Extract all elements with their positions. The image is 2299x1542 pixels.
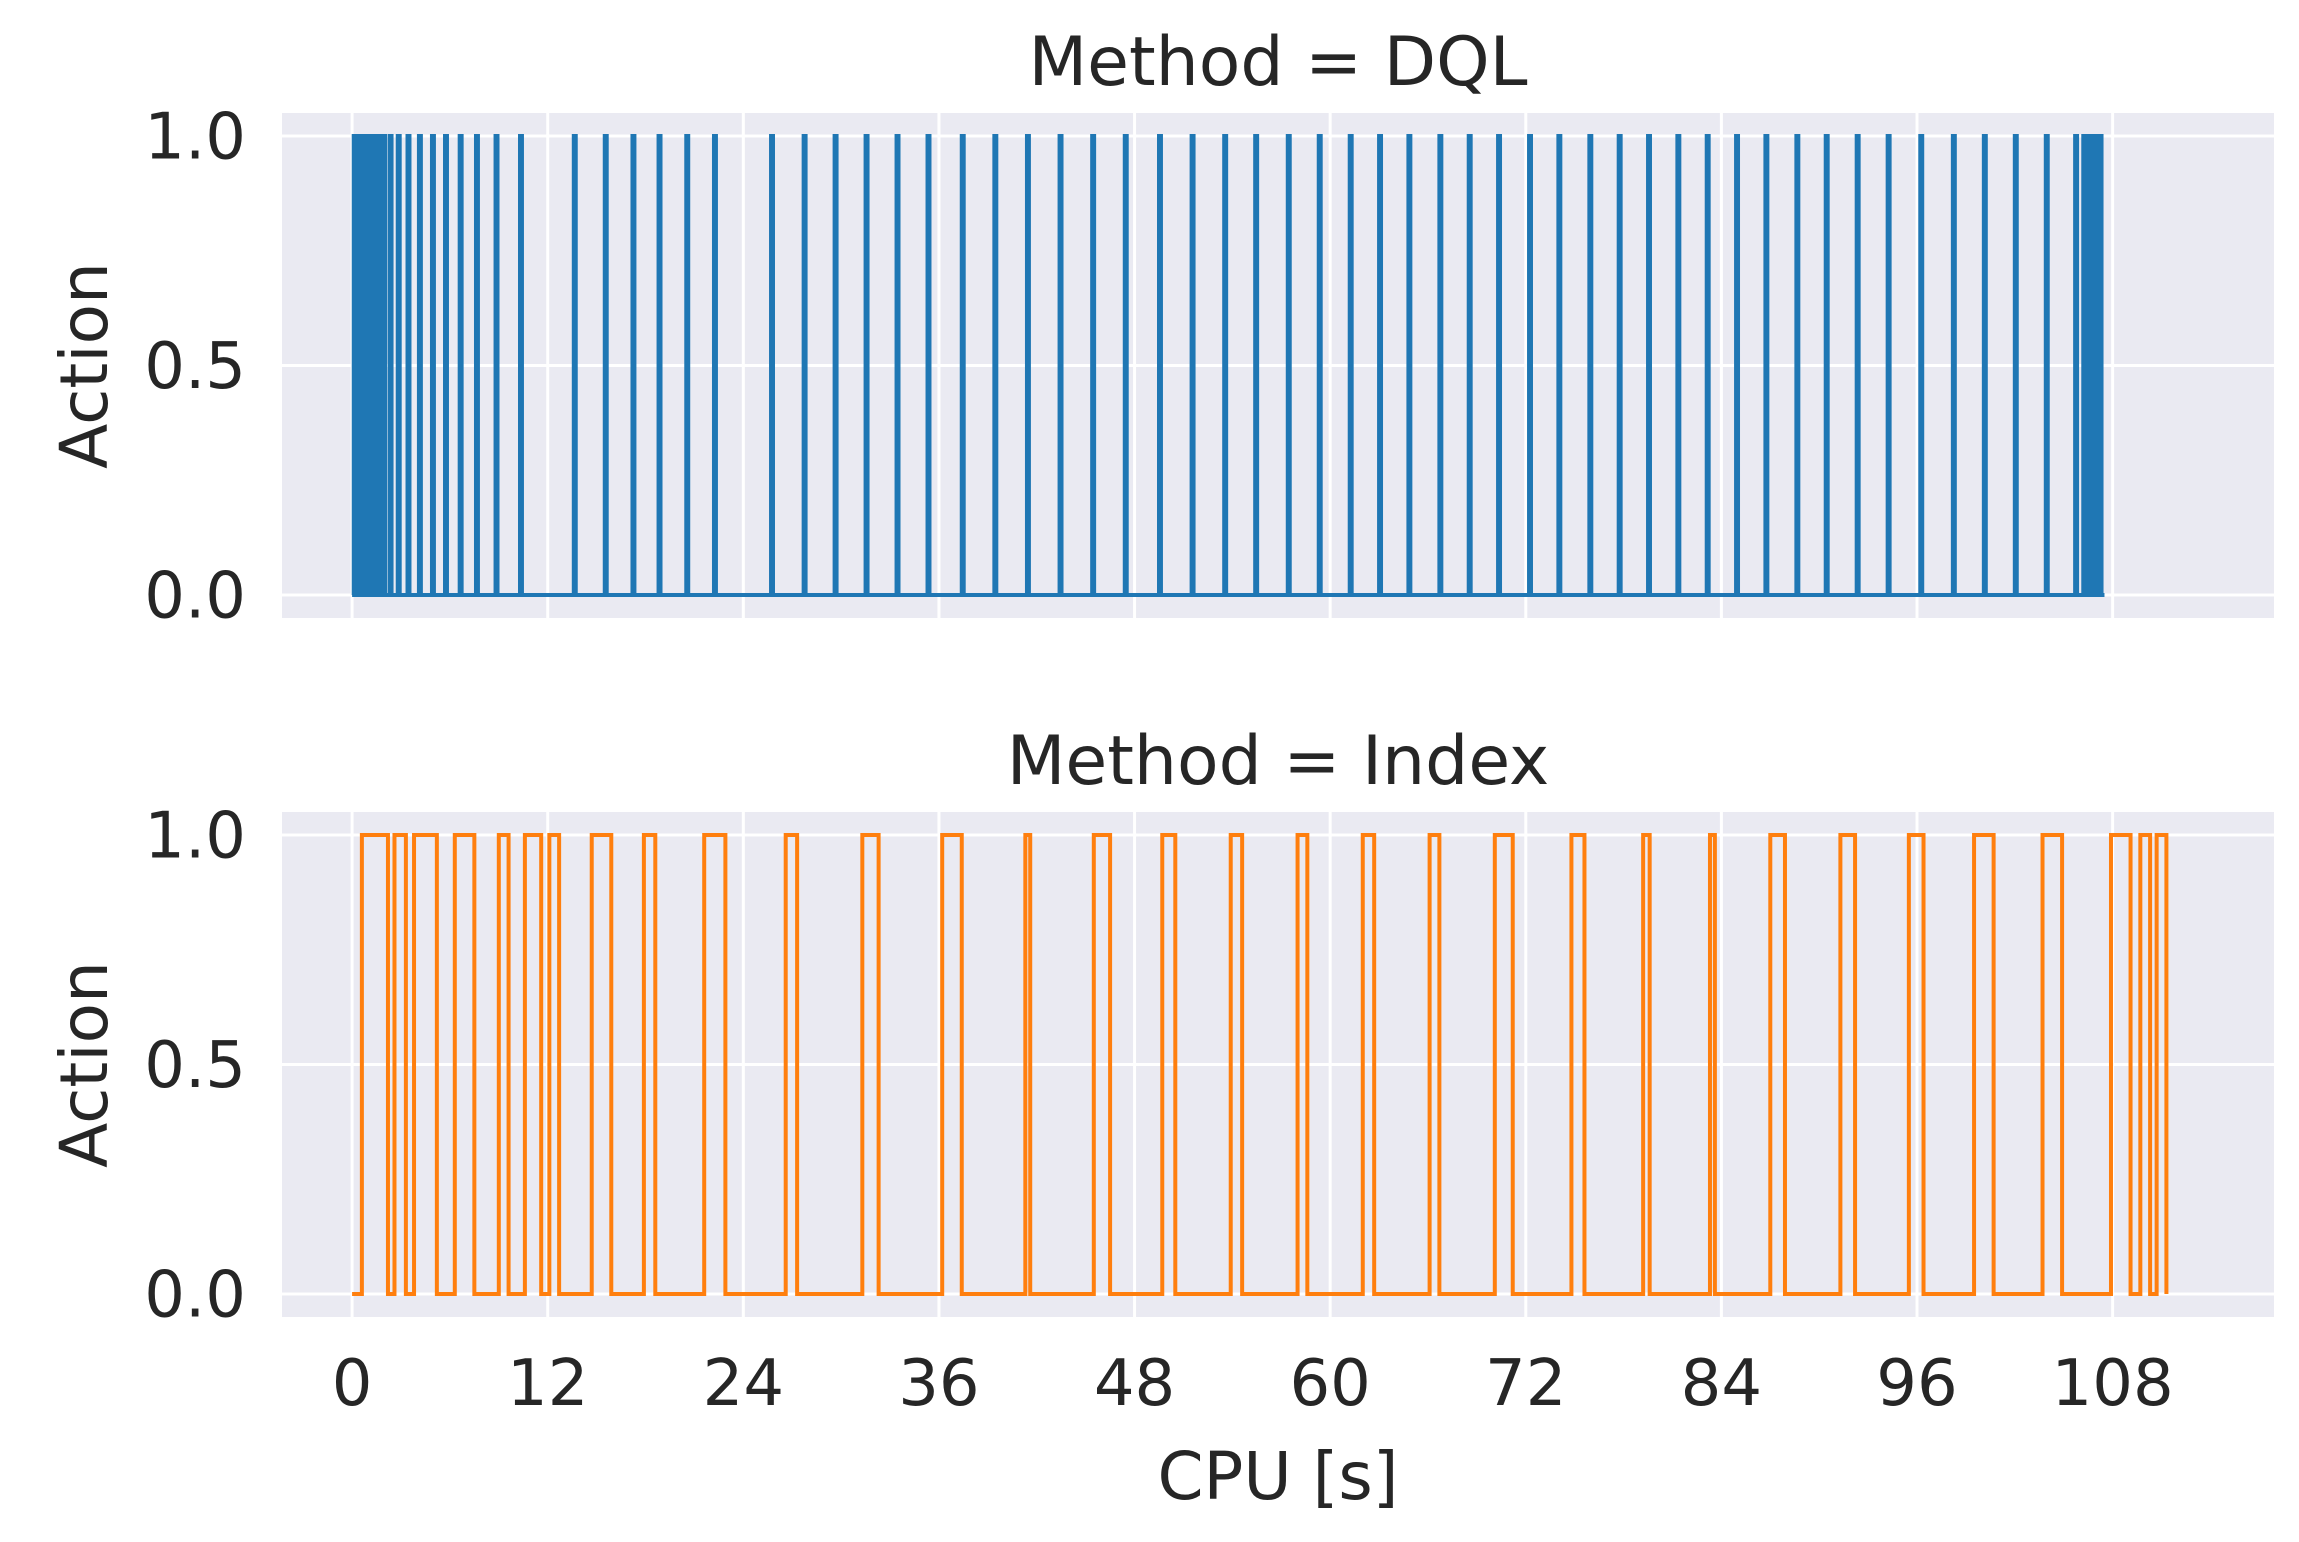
- y-tick-labels: 0.0 0.5 1.0: [144, 799, 246, 1332]
- y-tick-label: 1.0: [144, 100, 246, 174]
- action-series-line: [351, 133, 2105, 598]
- x-tick-label: 0: [332, 1347, 373, 1421]
- x-tick-label: 108: [2052, 1347, 2174, 1421]
- x-tick-label: 12: [507, 1347, 588, 1421]
- x-tick-label: 84: [1681, 1347, 1762, 1421]
- y-tick-label: 0.5: [144, 1029, 246, 1103]
- y-tick-label: 1.0: [144, 799, 246, 873]
- y-tick-labels: 0.0 0.5 1.0: [144, 100, 246, 633]
- x-axis-label: CPU [s]: [1157, 1438, 1398, 1515]
- y-axis-label: Action: [46, 961, 123, 1168]
- subplot-title: Method = DQL: [1028, 23, 1527, 102]
- x-tick-labels: 0 12 24 36 48 60 72 84 96 108: [332, 1347, 2174, 1421]
- x-tick-label: 24: [703, 1347, 784, 1421]
- x-tick-label: 36: [898, 1347, 979, 1421]
- action-series-line: [352, 832, 2169, 1297]
- y-tick-label: 0.0: [144, 559, 246, 633]
- subplot-dql: Method = DQL Action 0.0 0.5 1.0: [46, 23, 2274, 633]
- x-tick-label: 60: [1289, 1347, 1370, 1421]
- x-tick-label: 72: [1485, 1347, 1566, 1421]
- series-group: [352, 832, 2169, 1297]
- y-axis-label: Action: [46, 262, 123, 469]
- series-group: [351, 133, 2105, 598]
- y-tick-label: 0.0: [144, 1258, 246, 1332]
- x-tick-label: 96: [1876, 1347, 1957, 1421]
- subplot-index: Method = Index Action CPU [s] 0.00.51.0 …: [46, 722, 2274, 1515]
- x-tick-label: 48: [1094, 1347, 1175, 1421]
- subplot-title: Method = Index: [1007, 722, 1549, 801]
- y-tick-label: 0.5: [144, 330, 246, 404]
